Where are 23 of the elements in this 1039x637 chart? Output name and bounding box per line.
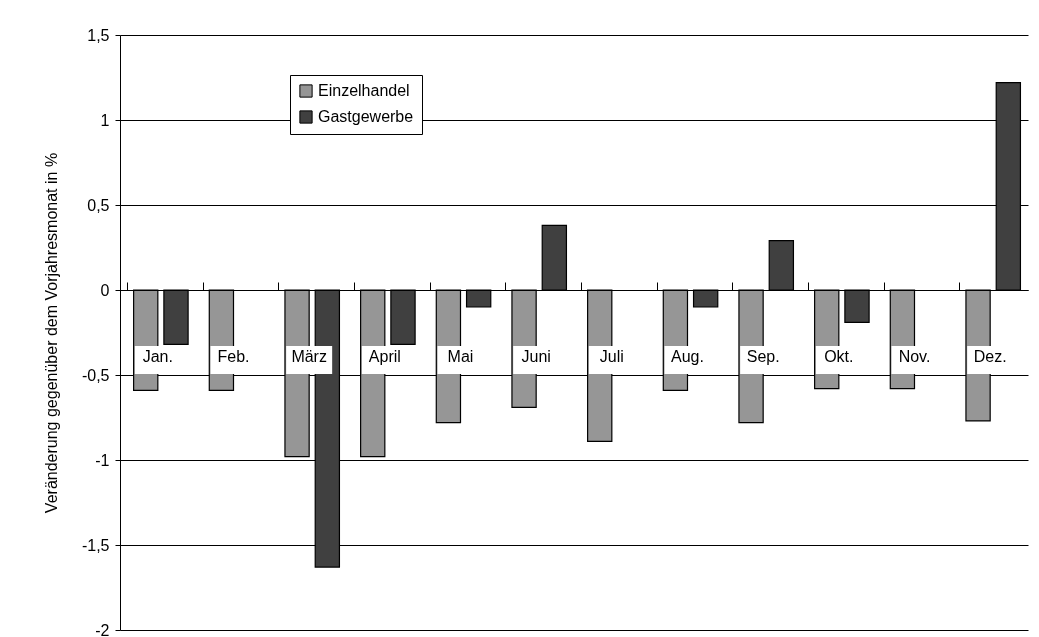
y-tick-label: 1,5 [87, 26, 110, 44]
x-tick-label: Juli [599, 347, 624, 365]
x-tick-label: Feb. [217, 347, 250, 365]
x-tick-label: Okt. [824, 347, 854, 365]
legend-label: Einzelhandel [318, 82, 410, 99]
y-tick-label: 0 [100, 281, 110, 299]
y-tick-label: -1 [95, 451, 110, 469]
x-tick-label: März [291, 347, 327, 365]
x-tick-label: Sep. [746, 347, 780, 365]
y-tick-label: 1 [100, 111, 110, 129]
x-tick-label: Aug. [671, 347, 704, 365]
x-tick-label: Mai [447, 347, 474, 365]
x-tick-label: April [368, 347, 401, 365]
y-tick-label: 0,5 [87, 196, 110, 214]
y-tick-label: -1,5 [81, 536, 110, 554]
legend-label: Gastgewerbe [318, 108, 414, 125]
y-tick-label: -2 [95, 621, 110, 637]
x-tick-label: Nov. [898, 347, 931, 365]
y-axis-title: Veränderung gegenüber dem Vorjahresmonat in % [42, 152, 60, 514]
y-tick-label: -0,5 [81, 366, 110, 384]
x-tick-label: Juni [521, 347, 551, 365]
x-tick-label: Jan. [142, 347, 173, 365]
x-tick-label: Dez. [973, 347, 1007, 365]
